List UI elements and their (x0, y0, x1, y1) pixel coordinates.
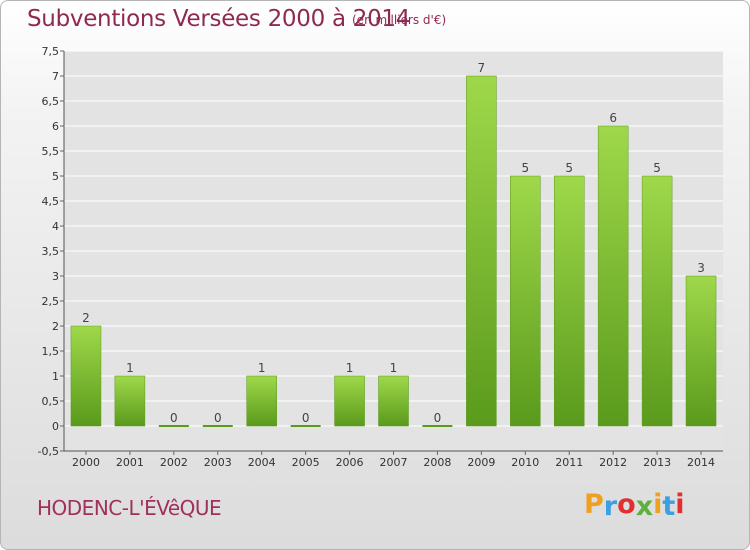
x-tick-label: 2014 (687, 456, 715, 469)
x-tick-label: 2005 (292, 456, 320, 469)
logo-letter: i (675, 489, 685, 520)
bar (597, 125, 629, 427)
bar (510, 175, 541, 427)
data-label: 1 (126, 361, 134, 375)
x-tick-label: 2007 (380, 456, 408, 469)
data-label: 5 (653, 161, 661, 175)
data-label: 1 (346, 361, 354, 375)
logo-letter: P (584, 489, 604, 520)
y-tick-label: 4 (52, 220, 59, 233)
y-tick-label: 6 (52, 120, 59, 133)
y-tick-label: 5 (52, 170, 59, 183)
bar (641, 175, 673, 427)
bar (466, 75, 497, 427)
data-label: 0 (302, 411, 310, 425)
data-label: 7 (478, 61, 486, 75)
chart-title: Subventions Versées 2000 à 2014 (27, 6, 411, 32)
data-label: 6 (609, 111, 617, 125)
x-tick-label: 2002 (160, 456, 188, 469)
y-tick-label: 0 (52, 420, 59, 433)
y-tick-label: 7 (52, 70, 59, 83)
bar (114, 375, 146, 427)
y-tick-label: 6,5 (42, 95, 60, 108)
x-tick-label: 2004 (248, 456, 276, 469)
y-tick-label: 1 (52, 370, 59, 383)
y-tick-label: 5,5 (42, 145, 60, 158)
data-label: 0 (170, 411, 178, 425)
x-tick-label: 2009 (467, 456, 495, 469)
data-label: 0 (214, 411, 222, 425)
bar (70, 325, 102, 427)
bar (246, 375, 277, 427)
x-tick-label: 2010 (511, 456, 539, 469)
data-label: 5 (565, 161, 573, 175)
y-tick-label: 1,5 (42, 345, 60, 358)
bar (334, 375, 365, 427)
x-tick-label: 2001 (116, 456, 144, 469)
bar (553, 175, 585, 427)
y-tick-label: -0,5 (38, 445, 59, 458)
y-tick-label: 3 (52, 270, 59, 283)
bar (378, 375, 409, 427)
x-tick-label: 2006 (336, 456, 364, 469)
x-tick-label: 2011 (555, 456, 583, 469)
x-tick-label: 2000 (72, 456, 100, 469)
logo-letter: i (653, 489, 663, 520)
y-tick-label: 7,5 (42, 45, 60, 58)
data-label: 2 (82, 311, 90, 325)
commune-name: HODENC-L'ÉVêQUE (37, 496, 222, 520)
bar (685, 275, 717, 427)
chart-unit-note: (en milliers d'€) (352, 13, 447, 27)
data-label: 3 (697, 261, 705, 275)
x-tick-label: 2012 (599, 456, 627, 469)
logo-letter: x (635, 491, 654, 522)
proxiti-logo: Proxiti (584, 489, 685, 522)
data-label: 1 (258, 361, 266, 375)
y-tick-label: 0,5 (42, 395, 60, 408)
y-tick-label: 2 (52, 320, 59, 333)
data-label: 0 (434, 411, 442, 425)
y-tick-label: 3,5 (42, 245, 60, 258)
data-label: 1 (390, 361, 398, 375)
x-tick-label: 2003 (204, 456, 232, 469)
y-tick-label: 2,5 (42, 295, 60, 308)
logo-letter: r (603, 491, 618, 522)
x-tick-label: 2013 (643, 456, 671, 469)
y-tick-label: 4,5 (42, 195, 60, 208)
data-label: 5 (521, 161, 529, 175)
x-tick-label: 2008 (423, 456, 451, 469)
logo-letter: t (662, 491, 676, 522)
logo-letter: o (617, 489, 636, 520)
